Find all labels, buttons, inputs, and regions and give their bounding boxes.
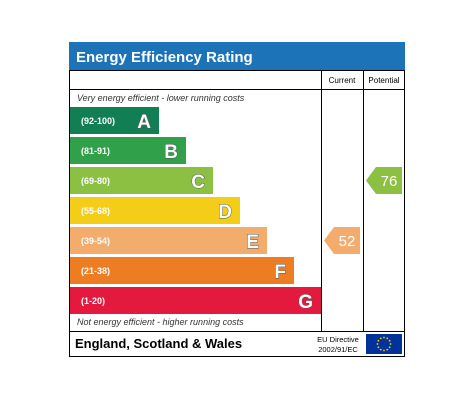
band-letter-d: D xyxy=(218,202,232,223)
band-range-d: (55-68) xyxy=(81,206,110,216)
chart-title: Energy Efficiency Rating xyxy=(76,49,253,66)
eu-star xyxy=(379,348,382,351)
band-range-a: (92-100) xyxy=(81,116,115,126)
eu-star xyxy=(389,343,392,345)
rating-bands: (92-100) A (81-91) B (69-80) C (55-68) D (39-54)… xyxy=(70,107,321,314)
current-column-header: Current xyxy=(329,76,356,85)
top-note: Very energy efficient - lower running co… xyxy=(77,93,245,103)
band-range-f: (21-38) xyxy=(81,266,110,276)
directive-line-1: EU Directive xyxy=(317,335,359,344)
band-range-e: (39-54) xyxy=(81,236,110,246)
band-letter-c: C xyxy=(191,172,205,193)
current-rating-value: 52 xyxy=(339,233,356,250)
band-bar-d xyxy=(70,197,240,224)
band-range-c: (69-80) xyxy=(81,176,110,186)
band-range-b: (81-91) xyxy=(81,146,110,156)
eu-star xyxy=(376,343,379,345)
eu-star xyxy=(383,349,385,352)
eu-star xyxy=(386,337,389,340)
band-letter-a: A xyxy=(137,112,151,133)
band-bar-a xyxy=(70,107,159,134)
potential-column-header: Potential xyxy=(368,76,399,85)
eu-star xyxy=(379,337,382,340)
eu-star xyxy=(388,339,391,342)
eu-star xyxy=(388,346,391,349)
current-rating-arrow xyxy=(324,227,360,254)
band-letter-b: B xyxy=(164,142,178,163)
band-range-g: (1-20) xyxy=(81,296,105,306)
region-label: England, Scotland & Wales xyxy=(75,336,242,351)
potential-rating-arrow xyxy=(366,167,402,194)
eu-star xyxy=(386,348,389,351)
bottom-note: Not energy efficient - higher running co… xyxy=(77,317,244,327)
chart-frame xyxy=(69,70,405,357)
directive-line-2: 2002/91/EC xyxy=(318,345,358,354)
band-bar-b xyxy=(70,137,186,164)
potential-rating-value: 76 xyxy=(381,173,398,190)
band-bar-e xyxy=(70,227,267,254)
band-bar-c xyxy=(70,167,213,194)
band-letter-g: G xyxy=(298,292,313,313)
eu-star xyxy=(377,346,380,349)
eu-star xyxy=(377,339,380,342)
band-bar-f xyxy=(70,257,294,284)
eu-star xyxy=(383,336,385,339)
band-letter-e: E xyxy=(246,232,259,253)
rating-indicators: 52 76 xyxy=(324,167,402,254)
band-bar-g xyxy=(70,287,321,314)
band-letter-f: F xyxy=(274,262,286,283)
eu-flag-icon xyxy=(366,334,402,354)
header-bar xyxy=(69,42,405,70)
